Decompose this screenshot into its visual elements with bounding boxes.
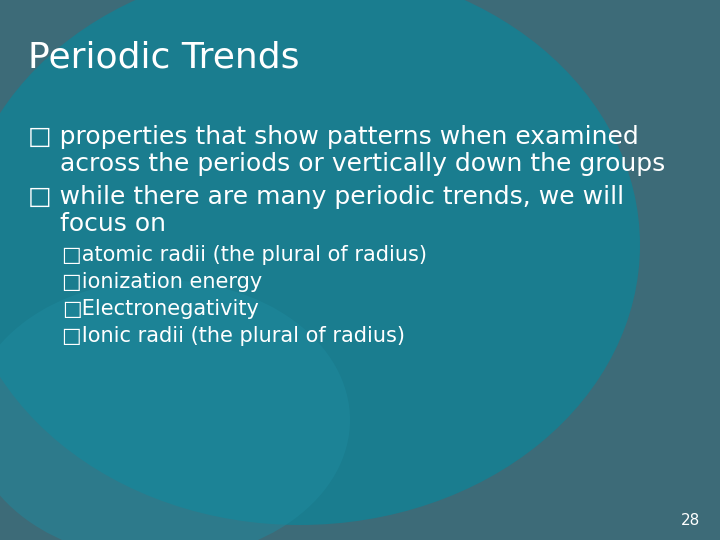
Text: □ properties that show patterns when examined: □ properties that show patterns when exa… bbox=[28, 125, 639, 149]
Text: Periodic Trends: Periodic Trends bbox=[28, 40, 300, 74]
Text: □atomic radii (the plural of radius): □atomic radii (the plural of radius) bbox=[62, 245, 427, 265]
Text: □Electronegativity: □Electronegativity bbox=[62, 299, 259, 319]
Text: □Ionic radii (the plural of radius): □Ionic radii (the plural of radius) bbox=[62, 326, 405, 346]
Text: □ionization energy: □ionization energy bbox=[62, 272, 262, 292]
Ellipse shape bbox=[0, 0, 640, 525]
Text: 28: 28 bbox=[680, 513, 700, 528]
Text: focus on: focus on bbox=[28, 212, 166, 236]
Ellipse shape bbox=[0, 280, 350, 540]
Text: □ while there are many periodic trends, we will: □ while there are many periodic trends, … bbox=[28, 185, 624, 209]
Text: across the periods or vertically down the groups: across the periods or vertically down th… bbox=[28, 152, 665, 176]
